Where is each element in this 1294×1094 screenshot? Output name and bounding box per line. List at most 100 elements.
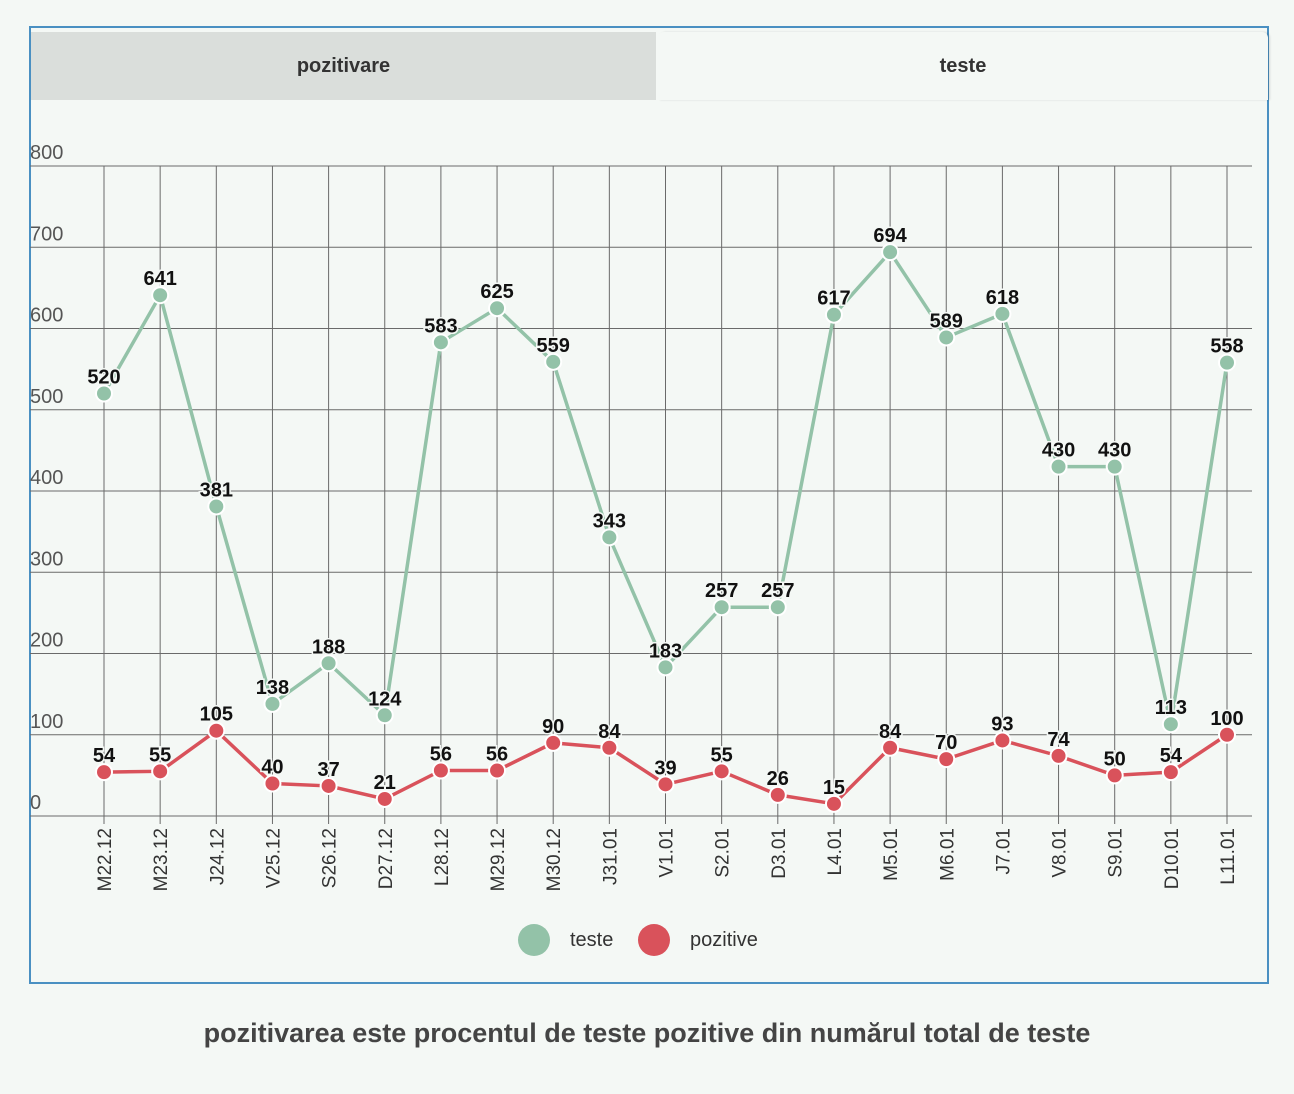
series-teste-point [544, 352, 563, 371]
series-teste-point [151, 286, 170, 305]
x-tick-label: J24.12 [207, 828, 228, 885]
series-teste-data-label: 583 [424, 315, 457, 337]
series-teste-data-label: 520 [87, 367, 120, 389]
y-tick-label: 800 [30, 142, 63, 164]
y-tick-label: 400 [30, 467, 63, 489]
tab-teste[interactable]: teste [658, 32, 1268, 100]
series-teste-data-label: 257 [761, 580, 794, 602]
series-teste-data-label: 381 [200, 479, 233, 501]
series-teste-data-label: 617 [817, 288, 850, 310]
series-pozitive-point [151, 762, 170, 781]
x-tick-label: D10.01 [1162, 828, 1183, 889]
series-teste-point [263, 694, 282, 713]
series-teste-point [1049, 457, 1068, 476]
series-teste-point [600, 528, 619, 547]
series-pozitive-data-label: 93 [991, 713, 1013, 735]
series-teste-data-label: 124 [368, 688, 402, 710]
chart-caption: pozitivarea este procentul de teste pozi… [203, 1018, 1091, 1048]
legend-teste-marker [518, 924, 550, 956]
series-teste-data-label: 558 [1210, 336, 1243, 358]
series-pozitive-data-label: 84 [598, 721, 621, 743]
x-tick-label: V25.12 [263, 828, 284, 888]
series-teste-point [824, 305, 843, 324]
series-teste-point [768, 598, 787, 617]
legend-pozitive-label: pozitive [690, 928, 758, 951]
series-pozitive-data-label: 54 [93, 745, 116, 767]
x-tick-label: D27.12 [376, 828, 397, 889]
series-teste-point [712, 598, 731, 617]
series-teste-data-label: 343 [593, 510, 626, 532]
legend-teste-label: teste [570, 928, 614, 951]
y-tick-label: 0 [30, 792, 41, 814]
series-pozitive-data-label: 15 [823, 777, 845, 799]
legend-pozitive-marker [638, 924, 670, 956]
series-pozitive-data-label: 70 [935, 732, 957, 754]
series-pozitive-data-label: 90 [542, 716, 564, 738]
series-teste-point [937, 328, 956, 347]
legend-item-pozitive[interactable]: pozitive [638, 922, 758, 958]
series-pozitive-point [600, 738, 619, 757]
y-tick-label: 200 [30, 630, 63, 652]
x-tick-label: M23.12 [151, 828, 172, 891]
series-pozitive-point [1218, 725, 1236, 744]
y-tick-label: 300 [30, 548, 63, 570]
series-teste-data-label: 625 [480, 281, 513, 303]
series-pozitive-point [95, 763, 113, 782]
series-teste-point [993, 304, 1012, 323]
series-pozitive-point [1105, 766, 1124, 785]
series-pozitive-point [207, 721, 226, 740]
series-pozitive-point [375, 789, 394, 808]
series-pozitive-point [824, 794, 843, 813]
series-pozitive-point [431, 761, 450, 780]
series-pozitive-data-label: 84 [879, 721, 902, 743]
series-pozitive-data-label: 39 [654, 757, 676, 779]
series-teste-data-label: 113 [1155, 697, 1187, 719]
series-pozitive-point [488, 761, 507, 780]
x-tick-label: M29.12 [488, 828, 509, 891]
series-teste-data-label: 694 [873, 225, 907, 247]
series-pozitive-point [993, 731, 1012, 750]
series-pozitive-data-label: 37 [317, 759, 339, 781]
series-pozitive-data-label: 74 [1047, 729, 1070, 751]
x-tick-label: V1.01 [657, 828, 678, 878]
series-teste-data-label: 188 [312, 636, 345, 658]
series-pozitive-data-label: 55 [149, 744, 171, 766]
series-teste-data-label: 138 [256, 677, 289, 699]
series-pozitive-point [263, 774, 282, 793]
series-teste-point [319, 654, 338, 673]
series-pozitive-data-label: 50 [1104, 748, 1126, 770]
series-teste-point [95, 384, 113, 403]
x-tick-label: S26.12 [320, 828, 341, 888]
series-teste-data-label: 430 [1098, 440, 1131, 462]
series-pozitive-point [319, 776, 338, 795]
y-tick-label: 600 [30, 305, 63, 327]
series-teste-data-label: 430 [1042, 440, 1075, 462]
x-tick-label: D3.01 [769, 828, 790, 879]
y-tick-label: 500 [30, 386, 63, 408]
series-pozitive-data-label: 100 [1210, 708, 1243, 730]
series-teste-point [1218, 353, 1236, 372]
series-teste-data-label: 618 [986, 287, 1019, 309]
series-pozitive-data-label: 21 [374, 772, 396, 794]
series-teste-data-label: 559 [537, 335, 570, 357]
series-teste-data-label: 641 [143, 268, 176, 290]
series-pozitive-data-label: 105 [200, 704, 233, 726]
series-teste-point [375, 706, 394, 725]
series-teste-point [431, 333, 450, 352]
series-pozitive-point [1161, 763, 1180, 782]
x-tick-label: M6.01 [937, 828, 958, 881]
series-teste-point [881, 243, 900, 262]
y-tick-label: 700 [30, 223, 63, 245]
series-teste-data-label: 183 [649, 640, 682, 662]
line-chart: 0 100 200 300 400 500 600 700 800 M22.12 M23.12 J24… [30, 142, 1252, 891]
x-tick-label: L11.01 [1218, 828, 1239, 885]
tab-pozitivare[interactable]: pozitivare [31, 32, 656, 100]
series-pozitive-data-label: 54 [1160, 745, 1183, 767]
series-teste-data-label: 257 [705, 580, 738, 602]
legend-item-teste[interactable]: teste [518, 922, 613, 958]
x-tick-label: J31.01 [600, 828, 621, 885]
series-pozitive-point [544, 733, 563, 752]
series-pozitive-point [881, 738, 900, 757]
x-tick-label: V8.01 [1050, 828, 1071, 878]
series-pozitive-data-label: 40 [261, 757, 283, 779]
